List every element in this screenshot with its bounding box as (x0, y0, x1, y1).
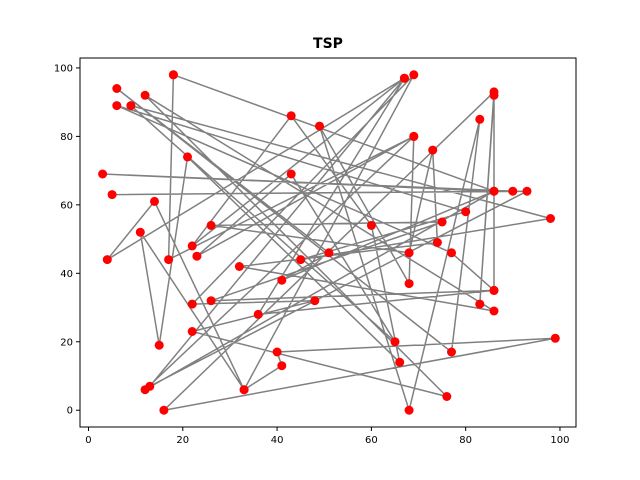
city-point (404, 405, 414, 415)
city-point (253, 309, 263, 319)
city-point (428, 145, 438, 155)
city-point (399, 73, 409, 83)
city-point (310, 296, 320, 306)
city-point (187, 327, 197, 336)
x-tick-label: 40 (271, 435, 284, 446)
city-point (135, 227, 145, 237)
city-point (140, 385, 150, 395)
city-point (150, 196, 159, 206)
city-point (489, 285, 499, 295)
city-point (187, 241, 197, 251)
y-tick-label: 40 (60, 269, 73, 280)
city-point (126, 101, 136, 111)
city-point (404, 279, 414, 289)
y-tick-label: 80 (60, 132, 73, 143)
city-point (461, 207, 471, 217)
y-tick-label: 0 (67, 406, 73, 417)
city-point (508, 186, 518, 196)
city-point (239, 385, 249, 395)
city-point (395, 357, 405, 367)
x-tick-label: 0 (85, 435, 91, 446)
x-tick-label: 60 (365, 435, 378, 446)
city-point (168, 70, 178, 80)
city-point (404, 248, 414, 258)
x-axis: 0 20 40 60 80 100 (85, 427, 570, 446)
x-tick-label: 20 (176, 435, 189, 446)
city-point (112, 84, 122, 93)
x-tick-label: 80 (459, 435, 472, 446)
x-tick-label: 100 (550, 435, 569, 446)
city-point (550, 333, 560, 343)
city-point (475, 299, 485, 309)
city-point (409, 70, 419, 80)
city-point (159, 405, 169, 415)
city-point (206, 220, 216, 230)
y-axis: 0 20 40 60 80 100 (54, 63, 80, 417)
city-point (296, 255, 306, 265)
city-point (437, 217, 447, 227)
y-tick-label: 20 (60, 337, 73, 348)
city-point (432, 238, 442, 247)
city-point (277, 275, 287, 285)
city-point (315, 121, 324, 131)
city-point (475, 114, 485, 124)
city-point (522, 186, 532, 196)
city-point (140, 90, 150, 100)
city-point (154, 340, 164, 350)
city-point (489, 186, 499, 196)
city-point (546, 214, 555, 223)
city-point (489, 306, 499, 316)
city-point (107, 190, 117, 200)
city-point (366, 220, 376, 230)
y-tick-label: 60 (60, 200, 73, 211)
city-point (192, 251, 202, 261)
city-point (277, 361, 287, 371)
city-point (164, 255, 174, 265)
city-point (234, 262, 244, 271)
city-point (286, 169, 296, 179)
city-point (112, 101, 122, 111)
city-point (206, 296, 216, 306)
point-layer (98, 70, 560, 415)
city-point (187, 299, 197, 309)
city-point (98, 169, 108, 179)
city-point (447, 248, 456, 258)
city-point (286, 111, 296, 121)
city-point (102, 255, 112, 265)
city-point (324, 248, 334, 258)
plot-frame (79, 57, 577, 428)
city-point (447, 347, 456, 357)
city-point (183, 152, 192, 162)
y-tick-label: 100 (54, 63, 73, 74)
city-point (390, 337, 400, 347)
city-point (272, 347, 282, 357)
city-point (409, 131, 419, 141)
chart-title: TSP (313, 36, 343, 52)
city-point (489, 90, 499, 100)
city-point (442, 392, 452, 401)
